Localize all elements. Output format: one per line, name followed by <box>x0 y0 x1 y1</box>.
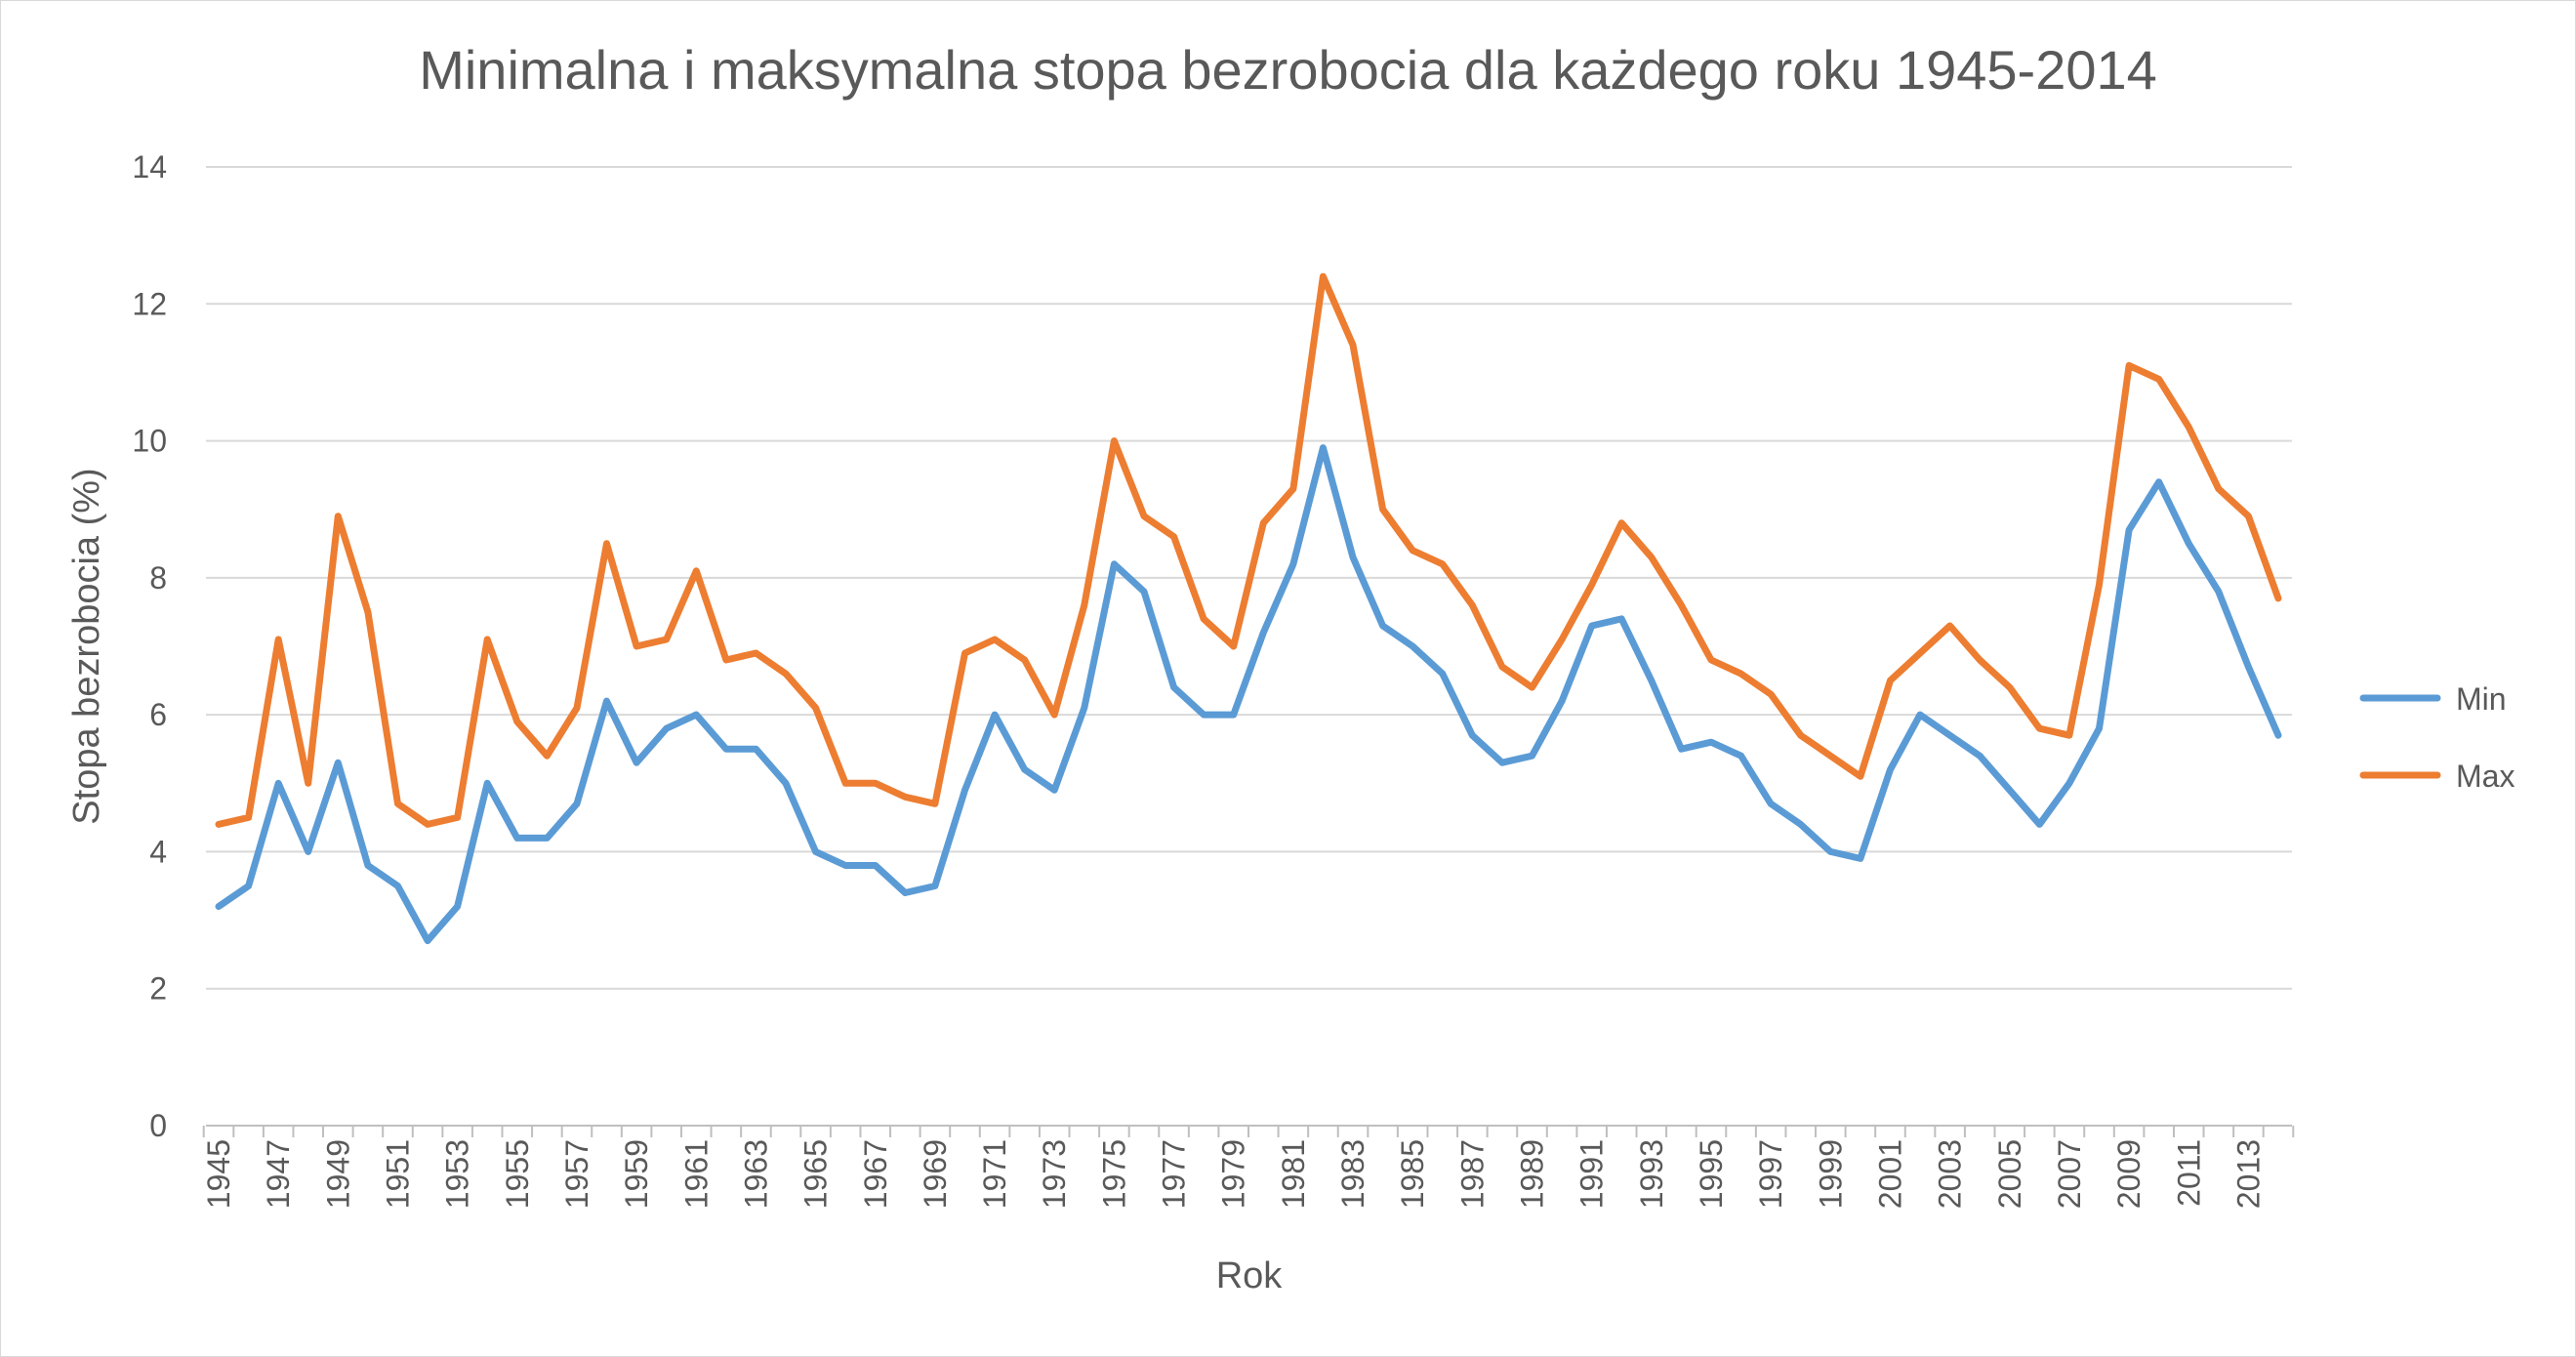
x-tick-label: 1997 <box>1753 1139 1788 1209</box>
x-tick-label: 1969 <box>918 1139 953 1209</box>
y-axis-title: Stopa bezrobocia (%) <box>66 468 107 824</box>
y-tick-label: 6 <box>149 697 167 732</box>
x-tick-label: 1971 <box>977 1139 1012 1209</box>
y-tick-label: 12 <box>132 286 167 321</box>
x-tick-label: 1963 <box>738 1139 773 1209</box>
x-tick-label: 1977 <box>1157 1139 1192 1209</box>
x-tick-label: 2009 <box>2111 1139 2147 1209</box>
series-line-min <box>215 444 2282 945</box>
y-tick-label: 8 <box>149 560 167 596</box>
x-tick-label: 1979 <box>1216 1139 1251 1209</box>
y-tick-label: 14 <box>132 149 167 185</box>
y-tick-label: 4 <box>149 834 167 869</box>
x-tick-label: 1995 <box>1694 1139 1729 1209</box>
x-tick-label: 2001 <box>1872 1139 1907 1209</box>
y-tick-label: 10 <box>132 424 167 459</box>
x-tick-label: 1975 <box>1096 1139 1131 1209</box>
x-tick-label: 1955 <box>500 1139 535 1209</box>
x-tick-label: 2003 <box>1933 1139 1968 1209</box>
x-tick-label: 1951 <box>380 1139 415 1209</box>
x-tick-label: 1981 <box>1276 1139 1311 1209</box>
x-tick-label: 2005 <box>1992 1139 2027 1209</box>
x-tick-label: 1985 <box>1395 1139 1430 1209</box>
x-tick-label: 1949 <box>320 1139 355 1209</box>
legend-label-min: Min <box>2456 681 2507 717</box>
x-tick-label: 2011 <box>2171 1139 2206 1207</box>
x-tick-label: 1959 <box>619 1139 654 1209</box>
y-tick-label: 0 <box>149 1108 167 1143</box>
x-tick-label: 1967 <box>858 1139 893 1209</box>
x-tick-label: 1989 <box>1515 1139 1550 1209</box>
legend-label-max: Max <box>2456 759 2515 794</box>
x-axis-title: Rok <box>1216 1255 1284 1296</box>
x-tick-label: 1961 <box>678 1139 714 1209</box>
x-tick-label: 2013 <box>2230 1139 2266 1209</box>
x-tick-label: 1965 <box>798 1139 834 1209</box>
x-tick-label: 1953 <box>440 1139 475 1209</box>
x-tick-label: 1987 <box>1454 1139 1490 1209</box>
x-tick-label: 1993 <box>1634 1139 1669 1209</box>
x-tick-label: 2007 <box>2052 1139 2087 1209</box>
x-tick-label: 1999 <box>1813 1139 1848 1209</box>
x-tick-label: 1957 <box>559 1139 594 1209</box>
x-tick-label: 1983 <box>1335 1139 1370 1209</box>
chart-title: Minimalna i maksymalna stopa bezrobocia … <box>419 39 2157 101</box>
series-line-max <box>215 272 2282 828</box>
x-tick-label: 1945 <box>201 1139 236 1209</box>
x-tick-label: 1991 <box>1574 1139 1610 1209</box>
x-tick-label: 1947 <box>261 1139 296 1209</box>
y-tick-label: 2 <box>149 971 167 1007</box>
x-tick-label: 1973 <box>1037 1139 1072 1209</box>
